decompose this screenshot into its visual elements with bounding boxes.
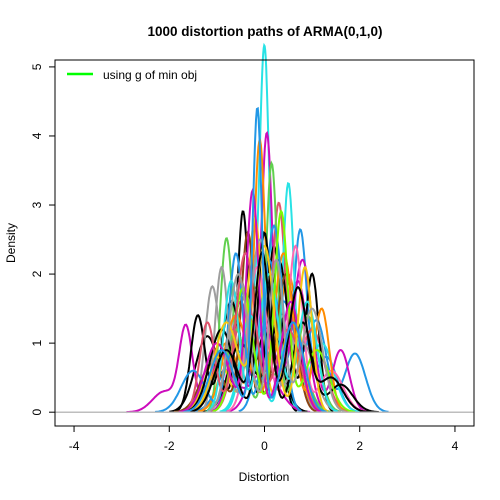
path-black-d — [183, 231, 379, 413]
path-magenta-b — [226, 258, 369, 413]
path-blue-d — [183, 106, 327, 413]
y-axis: 0 1 2 3 4 5 — [30, 63, 56, 416]
x-axis: -4 -2 0 2 4 — [69, 425, 459, 453]
x-tick-label: -2 — [164, 439, 175, 453]
y-tick-label: 4 — [30, 132, 44, 139]
x-tick-label: 4 — [452, 439, 459, 453]
y-tick-label: 2 — [30, 270, 44, 277]
path-gray-c — [207, 258, 346, 413]
legend: using g of min obj — [67, 68, 197, 82]
distortion-paths — [126, 42, 389, 414]
y-tick-label: 0 — [30, 409, 44, 416]
y-axis-label: Density — [4, 223, 18, 263]
x-tick-label: 0 — [261, 439, 268, 453]
y-tick-label: 3 — [30, 201, 44, 208]
x-tick-label: -4 — [69, 439, 80, 453]
x-axis-label: Distortion — [239, 470, 290, 484]
y-tick-label: 5 — [30, 63, 44, 70]
y-tick-label: 1 — [30, 339, 44, 346]
chart-title: 1000 distortion paths of ARMA(0,1,0) — [147, 24, 382, 39]
x-tick-label: 2 — [356, 439, 363, 453]
legend-label: using g of min obj — [103, 68, 197, 82]
